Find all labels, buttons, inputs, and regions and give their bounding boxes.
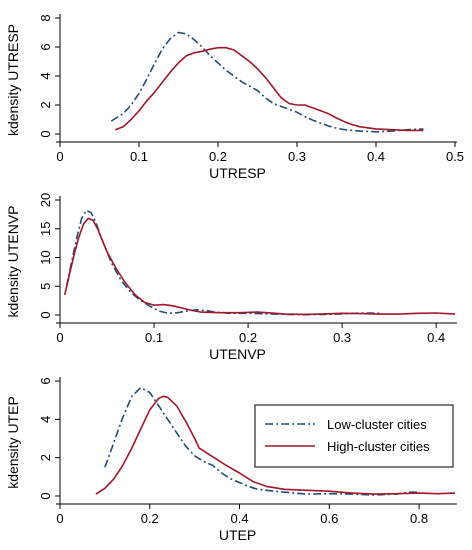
chart-panel-1: 0 2 4 6 8 0 0.1 0.2 0.3 0.4 0.5 UTRESP kdensity UTRE…: [5, 14, 464, 181]
series-line-high: [63, 217, 456, 316]
x-tick-label: 0.5: [446, 149, 464, 164]
series-line-low: [104, 386, 420, 496]
x-tick-label: 0: [56, 330, 63, 345]
x-tick-label: 0.2: [141, 511, 159, 526]
y-tick-label: 6: [38, 43, 53, 50]
y-tick-label: 8: [38, 14, 53, 21]
y-tick-label: 0: [38, 130, 53, 137]
y-axis-title: kdensity UTEP: [5, 396, 21, 489]
y-tick-label: 2: [38, 454, 53, 461]
x-tick-label: 0.4: [367, 149, 385, 164]
series-line-high: [115, 46, 424, 132]
series-line-low: [110, 31, 424, 133]
series-line-high: [95, 395, 456, 495]
x-axis-title: UTRESP: [209, 165, 266, 181]
x-tick-label: 0.4: [231, 511, 249, 526]
x-tick-label: 0.3: [333, 330, 351, 345]
chart-panel-2: 0 5 10 15 20 0 0.1 0.2 0.3 0.4 UTENVP kdensity UTEN…: [5, 193, 457, 362]
x-tick-label: 0.2: [239, 330, 257, 345]
legend-label-high: High-cluster cities: [327, 439, 430, 454]
y-tick-label: 10: [38, 250, 53, 264]
x-tick-label: 0.3: [288, 149, 306, 164]
y-axis-title: kdensity UTRESP: [5, 24, 21, 136]
y-tick-label: 0: [38, 492, 53, 499]
x-tick-label: 0.6: [320, 511, 338, 526]
x-tick-label: 0.4: [427, 330, 445, 345]
y-tick-label: 4: [38, 72, 53, 79]
x-tick-label: 0.1: [145, 330, 163, 345]
y-tick-label: 0: [38, 311, 53, 318]
x-tick-label: 0: [56, 149, 63, 164]
legend: Low-cluster cities High-cluster cities: [254, 404, 454, 468]
y-axis-title: kdensity UTENVP: [5, 205, 21, 317]
y-tick-label: 4: [38, 416, 53, 423]
chart-panel-3: 0 2 4 6 0 0.2 0.4 0.6 0.8 UTEP kdensity UTEP Low-cl…: [5, 377, 457, 543]
x-tick-label: 0.1: [130, 149, 148, 164]
x-tick-label: 0.8: [410, 511, 428, 526]
x-tick-label: 0.2: [209, 149, 227, 164]
y-tick-label: 6: [38, 377, 53, 384]
y-tick-label: 5: [38, 283, 53, 290]
y-tick-label: 20: [38, 193, 53, 207]
y-tick-label: 15: [38, 222, 53, 236]
legend-label-low: Low-cluster cities: [327, 417, 427, 432]
legend-box: [254, 404, 454, 468]
y-tick-label: 2: [38, 101, 53, 108]
x-axis-title: UTENVP: [209, 346, 266, 362]
x-axis-title: UTEP: [219, 527, 256, 543]
x-tick-label: 0: [56, 511, 63, 526]
